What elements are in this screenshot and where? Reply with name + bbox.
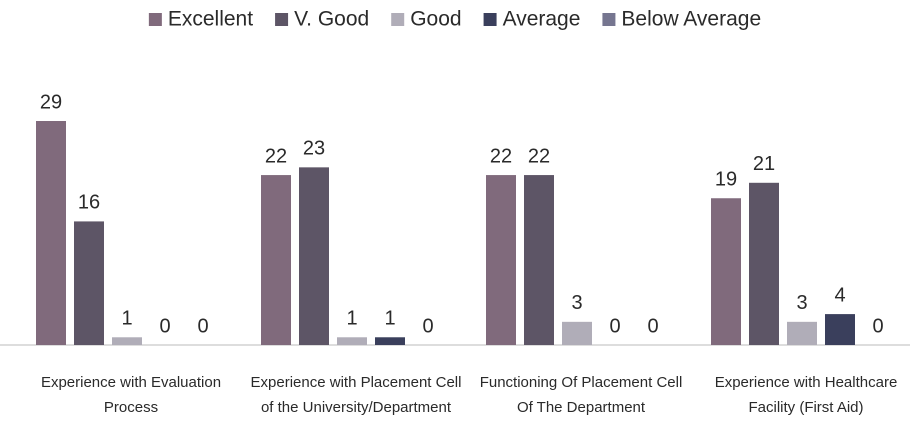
legend-label: Excellent — [168, 8, 253, 31]
data-label: 0 — [609, 315, 620, 337]
legend-label: Good — [410, 8, 461, 31]
legend-swatch — [275, 13, 289, 26]
bar — [749, 182, 779, 345]
data-label: 0 — [159, 315, 170, 337]
bar — [299, 167, 329, 345]
legend-label: V. Good — [294, 8, 369, 31]
data-label: 16 — [78, 192, 100, 214]
bar — [337, 337, 367, 345]
legend-swatch — [391, 13, 405, 26]
data-label: 0 — [422, 315, 433, 337]
x-tick-label: Experience with Healthcare Facility (Fir… — [714, 374, 898, 416]
bar — [261, 175, 291, 345]
data-label: 0 — [197, 315, 208, 337]
legend-swatch — [602, 13, 616, 26]
data-label: 3 — [571, 292, 582, 314]
legend-label: Below Average — [621, 8, 761, 31]
x-tick-label: Functioning Of Placement Cell Of The Dep… — [479, 374, 683, 416]
x-tick-label: Experience with Placement Cell of the Un… — [250, 374, 462, 416]
data-label: 19 — [715, 169, 737, 191]
data-label: 3 — [796, 292, 807, 314]
bar — [36, 121, 66, 345]
legend-label: Average — [503, 8, 581, 31]
bar — [74, 221, 104, 345]
data-label: 22 — [490, 145, 512, 167]
bar — [112, 337, 142, 345]
data-label: 4 — [834, 284, 845, 306]
data-label: 0 — [647, 315, 658, 337]
bar — [787, 321, 817, 345]
bar — [711, 198, 741, 345]
bar — [486, 175, 516, 345]
legend-swatch — [148, 13, 162, 26]
data-label: 1 — [384, 308, 395, 330]
data-label: 29 — [40, 91, 62, 113]
data-label: 22 — [265, 145, 287, 167]
legend-swatch — [483, 13, 497, 26]
bar — [825, 314, 855, 345]
bar — [524, 175, 554, 345]
data-label: 22 — [528, 145, 550, 167]
data-label: 0 — [872, 315, 883, 337]
data-label: 21 — [753, 153, 775, 175]
bar — [375, 337, 405, 345]
data-label: 1 — [346, 308, 357, 330]
data-label: 23 — [303, 138, 325, 160]
bar — [562, 321, 592, 345]
x-tick-label: Experience with Evaluation Process — [40, 374, 222, 416]
data-label: 1 — [121, 308, 132, 330]
